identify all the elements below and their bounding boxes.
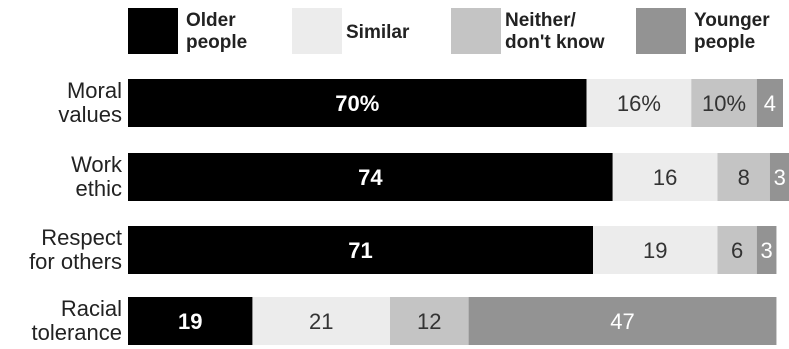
bar-respect-for-others-similar: [593, 226, 718, 274]
bar-moral-values-neither-don-t-know: [691, 79, 757, 127]
data-label-respect-for-others-older-people: 71: [348, 238, 372, 263]
bar-work-ethic-neither-don-t-know: [717, 153, 770, 201]
legend-label-younger-people: Younger people: [694, 10, 770, 53]
data-label-moral-values-neither-don-t-know: 10%: [702, 91, 746, 116]
category-label-respect-for-others: Respect for others: [29, 225, 122, 274]
bar-moral-values-similar: [586, 79, 692, 127]
legend-swatch-younger-people: [636, 8, 686, 54]
bar-respect-for-others-younger-people: [756, 226, 777, 274]
category-label-racial-tolerance: Racial tolerance: [31, 296, 122, 345]
data-label-moral-values-older-people: 70%: [335, 91, 379, 116]
bar-racial-tolerance-similar: [252, 297, 390, 345]
bar-moral-values-younger-people: [756, 79, 783, 127]
data-label-respect-for-others-neither-don-t-know: 6: [731, 238, 743, 263]
legend-label-older-people: Older people: [186, 10, 247, 53]
bar-racial-tolerance-neither-don-t-know: [390, 297, 469, 345]
data-label-respect-for-others-similar: 19: [643, 238, 667, 263]
bar-work-ethic-similar: [612, 153, 718, 201]
category-label-moral-values: Moral values: [58, 78, 122, 127]
bar-work-ethic-younger-people: [769, 153, 789, 201]
bar-respect-for-others-neither-don-t-know: [717, 226, 757, 274]
bar-respect-for-others-older-people: [128, 226, 594, 274]
data-label-racial-tolerance-neither-don-t-know: 12: [417, 309, 441, 334]
data-label-work-ethic-neither-don-t-know: 8: [738, 165, 750, 190]
data-label-respect-for-others-younger-people: 3: [761, 238, 773, 263]
bar-work-ethic-older-people: [128, 153, 613, 201]
bar-racial-tolerance-older-people: [128, 297, 253, 345]
legend-swatch-neither-don-t-know: [451, 8, 501, 54]
bar-moral-values-older-people: [128, 79, 587, 127]
legend-label-similar: Similar: [346, 22, 410, 43]
data-label-work-ethic-older-people: 74: [358, 165, 383, 190]
data-label-moral-values-similar: 16%: [617, 91, 661, 116]
data-label-moral-values-younger-people: 4: [764, 91, 776, 116]
legend-label-neither-don-t-know: Neither/don't know: [505, 10, 605, 53]
legend-swatch-older-people: [128, 8, 178, 54]
data-label-work-ethic-similar: 16: [653, 165, 677, 190]
data-label-racial-tolerance-older-people: 19: [178, 309, 202, 334]
data-label-racial-tolerance-similar: 21: [309, 309, 333, 334]
category-label-work-ethic: Work ethic: [71, 152, 123, 201]
legend-swatch-similar: [292, 8, 342, 54]
bar-racial-tolerance-younger-people: [468, 297, 777, 345]
data-label-work-ethic-younger-people: 3: [774, 165, 786, 190]
legend: Older people Similar Neither/don't know Youn…: [128, 8, 770, 54]
data-label-racial-tolerance-younger-people: 47: [610, 309, 634, 334]
